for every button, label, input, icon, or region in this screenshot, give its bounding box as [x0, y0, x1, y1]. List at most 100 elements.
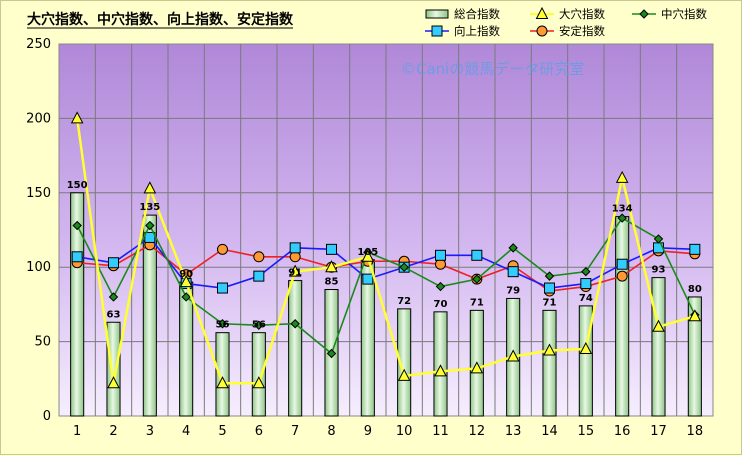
legend-label: 総合指数 — [454, 7, 500, 21]
square-marker — [544, 282, 555, 294]
triangle-marker — [688, 309, 702, 322]
series-triangle — [70, 111, 702, 389]
legend-label: 向上指数 — [454, 24, 500, 38]
grid-lines — [59, 44, 713, 416]
x-tick-label: 5 — [218, 424, 226, 439]
y-tick-label: 200 — [26, 111, 51, 126]
legend-item: 安定指数 — [530, 24, 605, 38]
bar — [397, 308, 412, 417]
y-tick-label: 150 — [26, 186, 51, 201]
legend-label: 安定指数 — [559, 24, 605, 38]
square-marker — [689, 243, 701, 255]
x-tick-label: 17 — [650, 424, 667, 439]
square-marker — [253, 270, 265, 282]
triangle-marker — [535, 6, 549, 19]
bar — [215, 332, 230, 417]
square-marker — [362, 273, 374, 285]
watermark-text: ©Caniの競馬データ研究室 — [401, 60, 584, 78]
bar — [70, 192, 85, 417]
diamond-marker — [145, 220, 155, 231]
series-line — [76, 217, 696, 355]
square-marker — [616, 258, 628, 270]
square-marker — [435, 249, 446, 261]
triangle-marker — [615, 170, 629, 183]
data-labels: 150 63 135 90 56 56 91 85 105 72 70 71 79 71 74 134 93 80 — [67, 180, 702, 331]
triangle-marker — [652, 319, 665, 332]
bar — [142, 214, 157, 417]
bar-value-label: 71 — [543, 297, 557, 308]
bar — [251, 332, 266, 417]
bar-value-label: 79 — [506, 285, 520, 296]
diamond-marker — [653, 234, 664, 244]
bar-value-label: 56 — [216, 320, 230, 331]
chart-title: 大穴指数、中穴指数、向上指数、安定指数 — [27, 11, 294, 28]
triangle-marker — [470, 361, 484, 374]
bar — [651, 277, 666, 417]
triangle-marker — [179, 275, 193, 288]
diamond-marker — [472, 274, 482, 284]
x-tick-label: 9 — [364, 424, 372, 439]
legend-label: 大穴指数 — [559, 7, 605, 21]
bar — [179, 281, 194, 417]
series-line — [77, 236, 695, 289]
bar-value-label: 71 — [470, 297, 484, 308]
bar-value-label: 105 — [357, 247, 378, 258]
x-tick-label: 14 — [541, 424, 558, 439]
legend-label: 中穴指数 — [661, 7, 707, 21]
triangle-marker — [361, 249, 375, 262]
series-diamond — [72, 213, 700, 359]
square-marker — [217, 282, 228, 294]
bar-value-label: 93 — [652, 265, 666, 276]
triangle-marker — [506, 349, 520, 362]
diamond-marker — [326, 348, 337, 359]
square-marker — [326, 243, 337, 255]
x-tick-label: 18 — [687, 424, 704, 439]
triangle-marker — [143, 181, 157, 194]
square-marker — [289, 242, 301, 254]
diamond-marker — [181, 292, 191, 302]
circle-marker — [217, 243, 228, 255]
diamond-marker — [217, 319, 228, 329]
x-tick-label: 10 — [396, 424, 413, 439]
bar-value-label: 70 — [434, 299, 448, 310]
square-marker — [507, 266, 519, 278]
square-marker — [471, 249, 483, 261]
circle-marker — [536, 25, 548, 37]
triangle-marker — [216, 376, 229, 389]
x-tick-label: 3 — [146, 424, 154, 439]
y-tick-label: 250 — [26, 37, 51, 52]
x-tick-label: 11 — [432, 424, 449, 439]
triangle-marker — [288, 264, 302, 277]
bar-series — [70, 192, 702, 417]
bar — [433, 311, 448, 417]
circle-marker — [253, 251, 265, 263]
triangle-marker — [107, 376, 120, 389]
bar-value-label: 150 — [67, 180, 88, 191]
legend-swatch — [425, 9, 449, 19]
x-tick-label: 15 — [578, 424, 595, 439]
bar-value-label: 91 — [288, 268, 302, 279]
x-tick-label: 13 — [505, 424, 522, 439]
bar-value-label: 63 — [107, 309, 121, 320]
triangle-marker — [397, 368, 411, 381]
bar — [542, 309, 557, 417]
bar-value-label: 135 — [139, 202, 160, 213]
triangle-marker — [579, 341, 593, 355]
bar-value-label: 74 — [579, 293, 593, 304]
legend-item: 向上指数 — [425, 24, 500, 38]
square-marker — [580, 278, 592, 290]
bar-value-label: 134 — [612, 204, 633, 215]
legend-item: 大穴指数 — [530, 6, 605, 21]
triangle-marker — [70, 111, 84, 124]
diamond-marker — [581, 266, 591, 277]
bar-value-label: 85 — [325, 277, 339, 288]
x-tick-label: 4 — [182, 424, 190, 439]
diamond-marker — [617, 213, 627, 223]
bar — [106, 321, 121, 417]
bar-value-label: 80 — [688, 284, 702, 295]
square-marker — [108, 257, 119, 269]
